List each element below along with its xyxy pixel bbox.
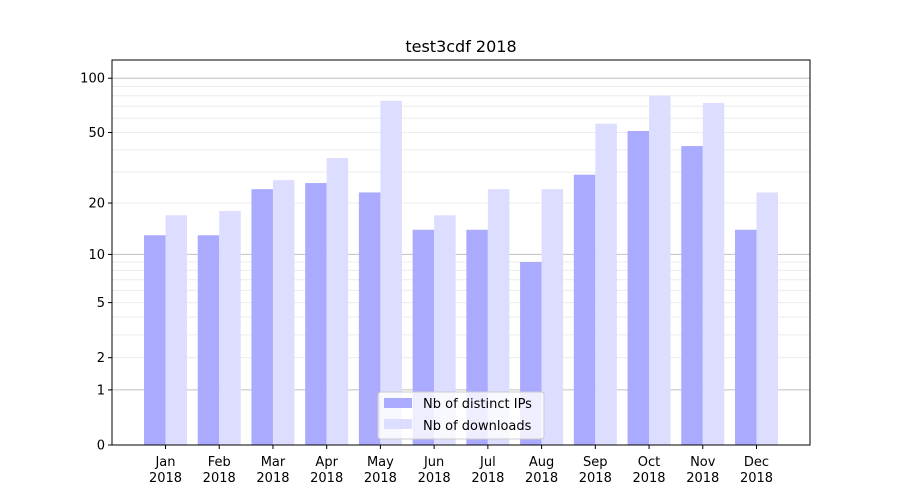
x-tick-label: Feb 2018 <box>203 455 236 486</box>
bar-downloads <box>541 189 564 445</box>
x-tick-label-line: 2018 <box>525 471 558 486</box>
bar-downloads <box>487 189 510 445</box>
x-tick-label: Apr 2018 <box>310 455 343 486</box>
x-tick-label: May 2018 <box>364 455 397 486</box>
bar-distinct-ips <box>412 229 435 445</box>
x-tick-label-line: 2018 <box>149 471 182 486</box>
x-tick-label-line: 2018 <box>203 471 236 486</box>
x-tick-label: Dec 2018 <box>740 455 773 486</box>
x-tick-label-line: Apr <box>315 455 338 470</box>
x-tick-label: Nov 2018 <box>686 455 719 486</box>
legend-swatch-downloads <box>384 419 412 429</box>
x-tick-label-line: Sep <box>583 455 608 470</box>
y-tick-label: 10 <box>88 248 105 263</box>
bars <box>144 95 778 445</box>
bar-downloads <box>380 100 402 445</box>
bar-downloads <box>649 95 671 445</box>
x-tick-label-line: May <box>367 455 394 470</box>
bar-downloads <box>272 180 295 445</box>
bar-downloads <box>434 215 456 445</box>
x-tick-label-line: Mar <box>261 455 286 470</box>
axes-frame <box>111 59 811 446</box>
chart-title: test3cdf 2018 <box>405 37 516 56</box>
legend-swatch-ips <box>384 398 412 408</box>
x-tick-label-line: 2018 <box>471 471 504 486</box>
y-tick-label: 50 <box>88 126 105 141</box>
bar-downloads <box>219 210 241 445</box>
x-tick-label-line: 2018 <box>310 471 343 486</box>
bar-distinct-ips <box>358 192 381 445</box>
y-tick-label: 1 <box>97 383 105 398</box>
bar-downloads <box>326 158 349 445</box>
legend-label-ips: Nb of distinct IPs <box>423 397 532 412</box>
bar-distinct-ips <box>627 130 650 445</box>
bar-distinct-ips <box>305 183 327 445</box>
x-tick-label-line: Dec <box>744 455 769 470</box>
x-tick-label: Mar 2018 <box>256 455 289 486</box>
x-tick-label-line: Nov <box>690 455 716 470</box>
legend-label-downloads: Nb of downloads <box>423 419 532 434</box>
legend-box <box>377 391 545 440</box>
x-tick-label: Aug 2018 <box>525 455 558 486</box>
y-axis: 0 1 2 5 10 20 50 100 <box>80 72 112 454</box>
bar-distinct-ips <box>251 189 273 445</box>
x-tick-label-line: Jun <box>423 455 444 470</box>
x-tick-label-line: 2018 <box>364 471 397 486</box>
x-tick-label-line: Oct <box>638 455 660 470</box>
bar-downloads <box>702 102 725 445</box>
x-tick-label-line: 2018 <box>740 471 773 486</box>
bar-downloads <box>165 215 187 445</box>
x-tick-label-line: 2018 <box>256 471 289 486</box>
x-tick-label: Sep 2018 <box>579 455 612 486</box>
x-tick-label: Jan 2018 <box>149 455 182 486</box>
y-tick-label: 100 <box>80 72 105 87</box>
x-tick-label-line: 2018 <box>418 471 451 486</box>
bar-distinct-ips <box>144 235 166 445</box>
y-tick-label: 2 <box>97 351 105 366</box>
bar-distinct-ips <box>735 229 757 445</box>
bar-downloads <box>595 123 617 445</box>
x-tick-label-line: 2018 <box>632 471 665 486</box>
bar-distinct-ips <box>681 146 703 445</box>
x-tick-label-line: Aug <box>529 455 554 470</box>
bar-downloads <box>756 192 778 445</box>
legend: Nb of distinct IPs Nb of downloads <box>377 391 545 440</box>
bar-distinct-ips <box>573 174 596 445</box>
x-tick-label: Jun 2018 <box>418 455 451 486</box>
y-tick-label: 0 <box>97 439 105 454</box>
x-tick-label-line: Feb <box>208 455 231 470</box>
y-tick-label: 5 <box>97 296 105 311</box>
bar-distinct-ips <box>197 235 220 445</box>
x-tick-label-line: Jan <box>154 455 175 470</box>
y-tick-label: 20 <box>88 197 105 212</box>
x-tick-label: Jul 2018 <box>471 455 504 486</box>
x-tick-label-line: 2018 <box>686 471 719 486</box>
x-tick-label-line: 2018 <box>579 471 612 486</box>
x-tick-label: Oct 2018 <box>632 455 665 486</box>
x-tick-label-line: Jul <box>479 455 496 470</box>
bar-distinct-ips <box>466 229 488 445</box>
